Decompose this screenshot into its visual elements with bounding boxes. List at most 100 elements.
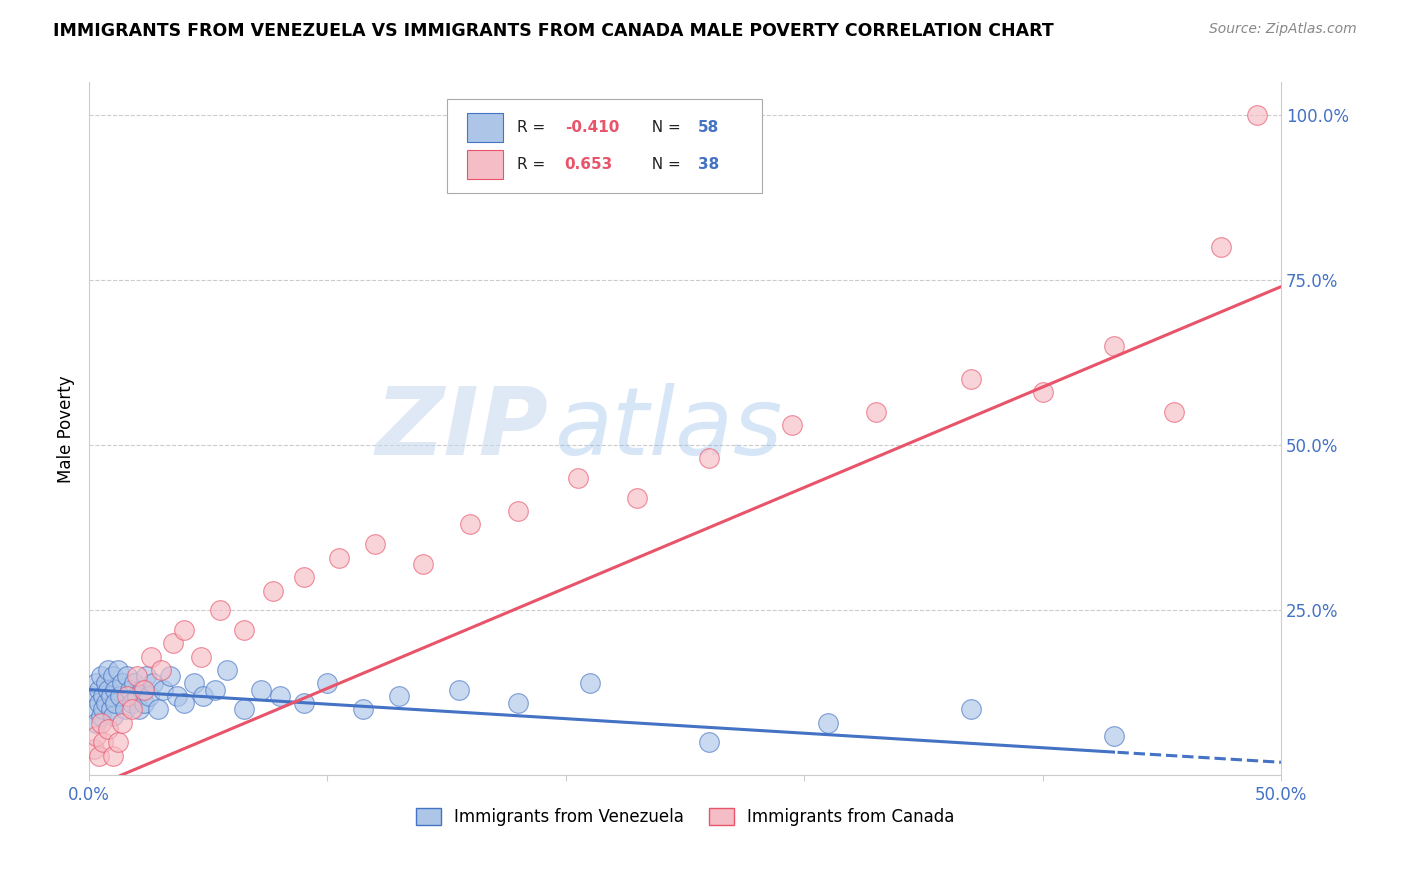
Point xyxy=(97,723,120,737)
Point xyxy=(183,676,205,690)
Point xyxy=(125,690,148,704)
Point xyxy=(162,636,184,650)
Point xyxy=(1246,108,1268,122)
Point xyxy=(233,623,256,637)
Text: atlas: atlas xyxy=(554,384,782,475)
Point xyxy=(697,735,720,749)
Point xyxy=(111,676,134,690)
Point xyxy=(204,682,226,697)
Point xyxy=(84,676,107,690)
Point xyxy=(121,696,143,710)
Point xyxy=(90,709,112,723)
Point xyxy=(508,696,530,710)
Point xyxy=(262,583,284,598)
Point xyxy=(865,405,887,419)
Point xyxy=(97,663,120,677)
Point xyxy=(567,471,589,485)
Point xyxy=(115,669,138,683)
Text: N =: N = xyxy=(643,120,686,136)
Point xyxy=(128,702,150,716)
Point xyxy=(173,696,195,710)
Text: R =: R = xyxy=(517,120,550,136)
Point xyxy=(782,418,804,433)
Text: 58: 58 xyxy=(699,120,720,136)
Point xyxy=(131,682,153,697)
Point xyxy=(328,550,350,565)
Point xyxy=(193,690,215,704)
Point xyxy=(508,504,530,518)
Point xyxy=(107,735,129,749)
Point xyxy=(412,557,434,571)
Point xyxy=(80,690,103,704)
Text: R =: R = xyxy=(517,157,555,172)
FancyBboxPatch shape xyxy=(467,150,503,179)
Point xyxy=(124,676,146,690)
Point xyxy=(190,649,212,664)
Point xyxy=(138,690,160,704)
Point xyxy=(697,451,720,466)
Point xyxy=(269,690,291,704)
Point xyxy=(108,690,131,704)
Point xyxy=(292,696,315,710)
Point xyxy=(121,702,143,716)
FancyBboxPatch shape xyxy=(447,99,762,193)
Legend: Immigrants from Venezuela, Immigrants from Canada: Immigrants from Venezuela, Immigrants fr… xyxy=(409,802,962,833)
Point xyxy=(90,669,112,683)
Point xyxy=(111,715,134,730)
Point xyxy=(93,702,115,716)
Point xyxy=(960,372,983,386)
Point xyxy=(118,682,141,697)
Point xyxy=(100,690,122,704)
Point xyxy=(1211,240,1233,254)
Point xyxy=(1032,385,1054,400)
Point xyxy=(142,676,165,690)
Point xyxy=(101,669,124,683)
Point xyxy=(97,682,120,697)
Point xyxy=(292,570,315,584)
Point xyxy=(249,682,271,697)
Point xyxy=(148,702,170,716)
Point xyxy=(447,682,470,697)
Point xyxy=(87,748,110,763)
Point xyxy=(125,669,148,683)
Point xyxy=(173,623,195,637)
Point xyxy=(101,748,124,763)
Point xyxy=(152,682,174,697)
Point xyxy=(132,682,155,697)
Point xyxy=(101,709,124,723)
Point xyxy=(115,690,138,704)
Point xyxy=(626,491,648,505)
Point xyxy=(817,715,839,730)
Point xyxy=(166,690,188,704)
Point xyxy=(460,517,482,532)
Point xyxy=(578,676,600,690)
Point xyxy=(159,669,181,683)
Point xyxy=(84,729,107,743)
Point xyxy=(132,696,155,710)
Point xyxy=(960,702,983,716)
Point xyxy=(83,702,105,716)
Text: N =: N = xyxy=(643,157,686,172)
Point xyxy=(388,690,411,704)
Point xyxy=(93,690,115,704)
Point xyxy=(1102,339,1125,353)
Point xyxy=(83,742,105,756)
Point xyxy=(1163,405,1185,419)
Point xyxy=(316,676,339,690)
Point xyxy=(364,537,387,551)
Point xyxy=(139,649,162,664)
Point xyxy=(94,696,117,710)
Point xyxy=(104,696,127,710)
Point xyxy=(84,715,107,730)
Text: IMMIGRANTS FROM VENEZUELA VS IMMIGRANTS FROM CANADA MALE POVERTY CORRELATION CHA: IMMIGRANTS FROM VENEZUELA VS IMMIGRANTS … xyxy=(53,22,1054,40)
Point xyxy=(104,682,127,697)
Point xyxy=(217,663,239,677)
Text: 0.653: 0.653 xyxy=(565,157,613,172)
Text: ZIP: ZIP xyxy=(375,383,548,475)
Point xyxy=(107,663,129,677)
Point xyxy=(1102,729,1125,743)
Text: -0.410: -0.410 xyxy=(565,120,619,136)
Point xyxy=(233,702,256,716)
FancyBboxPatch shape xyxy=(467,113,503,142)
Point xyxy=(149,663,172,677)
